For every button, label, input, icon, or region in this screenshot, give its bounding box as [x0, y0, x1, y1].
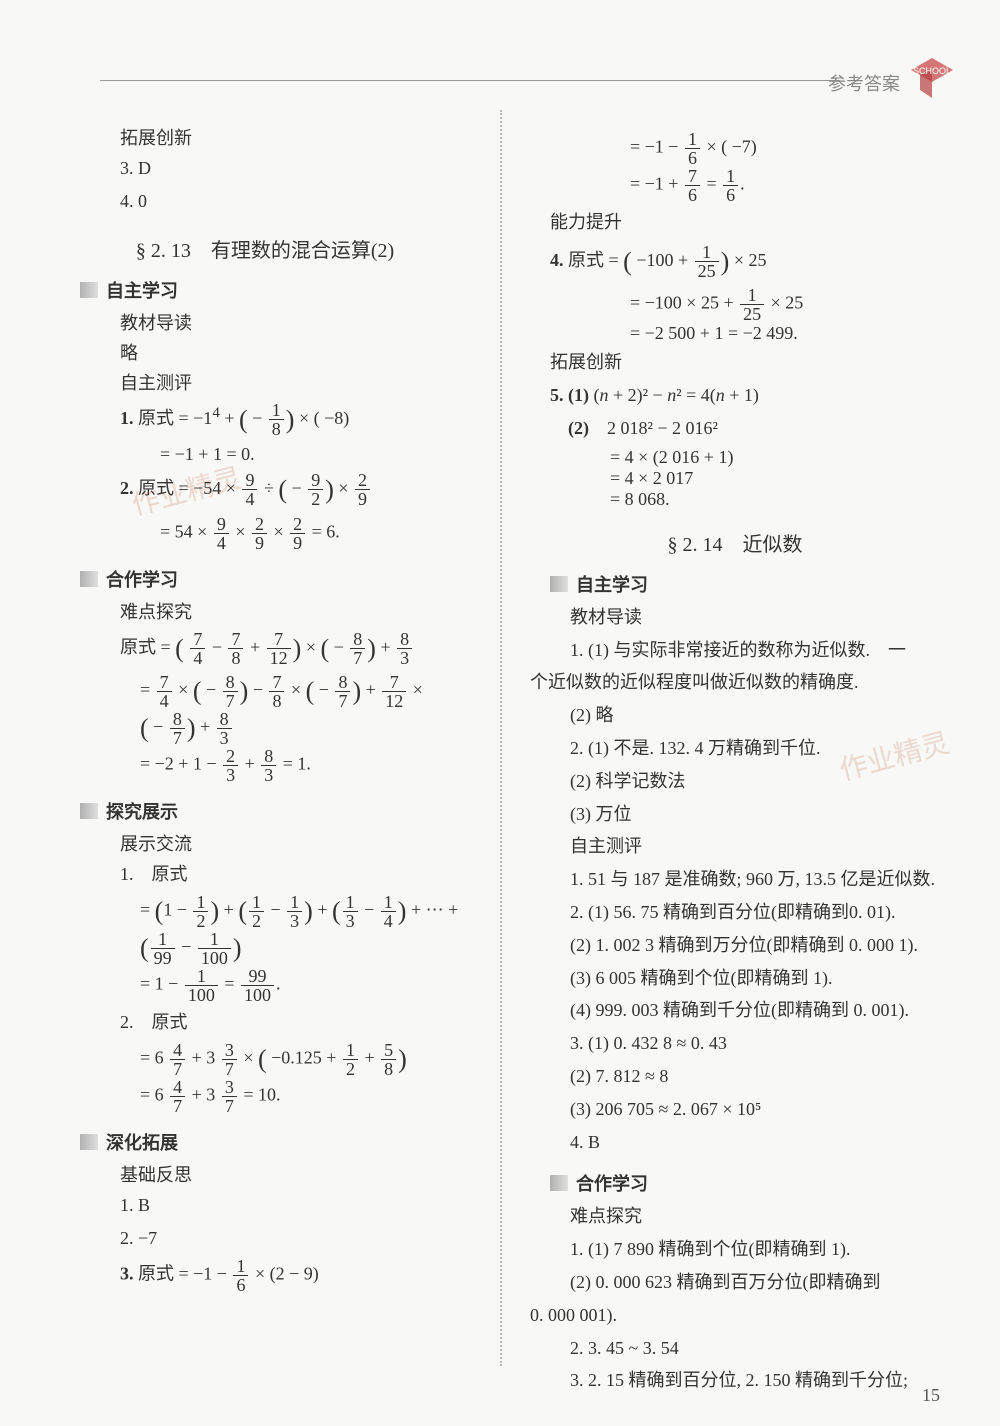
- subhead: 展示交流: [120, 830, 490, 856]
- answer-line: 3. D: [120, 154, 490, 183]
- subhead: 基础反思: [120, 1161, 490, 1187]
- section-label: 探究展示: [106, 798, 178, 824]
- math-line: = −2 500 + 1 = −2 499.: [630, 323, 960, 344]
- section-label: 合作学习: [106, 566, 178, 592]
- math-line: (199 − 1100): [140, 930, 490, 967]
- text-line: 2. (1) 不是. 132. 4 万精确到千位.: [570, 734, 960, 763]
- subhead: 自主测评: [120, 369, 490, 395]
- text-line: (3) 万位: [570, 800, 960, 829]
- math-line: = −1 + 76 = 16.: [630, 167, 960, 204]
- section-head: 合作学习: [550, 1170, 960, 1196]
- section-bar-icon: [80, 803, 98, 819]
- text-line: 3. 2. 15 精确到百分位, 2. 150 精确到千分位;: [570, 1366, 960, 1395]
- text-line: 4. B: [570, 1128, 960, 1157]
- section-bar-icon: [80, 571, 98, 587]
- math-line: = 8 068.: [610, 489, 960, 510]
- page-number: 15: [922, 1385, 940, 1406]
- math-line: (2) 2 018² − 2 016²: [550, 414, 960, 443]
- section-bar-icon: [80, 282, 98, 298]
- math-line: 原式 = ( 74 − 78 + 712) × ( − 87) + 83: [120, 628, 490, 670]
- school-badge-icon: SCHOOL: [905, 50, 960, 105]
- subhead: 难点探究: [120, 598, 490, 624]
- section-label: 深化拓展: [106, 1129, 178, 1155]
- subhead: 能力提升: [550, 208, 960, 237]
- left-column: 拓展创新 3. D 4. 0 § 2. 13 有理数的混合运算(2) 自主学习 …: [40, 120, 490, 1399]
- section-label: 自主学习: [576, 571, 648, 597]
- section-head: 合作学习: [80, 566, 490, 592]
- math-line: ( − 87) + 83: [140, 710, 490, 747]
- math-line: 1. 原式: [120, 860, 490, 889]
- math-line: = −2 + 1 − 23 + 83 = 1.: [140, 747, 490, 784]
- text-line: 0. 000 001).: [530, 1301, 960, 1330]
- text-line: 个近似数的近似程度叫做近似数的精确度.: [530, 668, 960, 697]
- text-line: 2. 3. 45 ~ 3. 54: [570, 1334, 960, 1363]
- section-title: § 2. 14 近似数: [510, 528, 960, 557]
- math-line: 2. 原式 = −54 × 94 ÷ ( − 92) × 29: [120, 469, 490, 511]
- text-line: 3. (1) 0. 432 8 ≈ 0. 43: [570, 1029, 960, 1058]
- subhead: 难点探究: [570, 1202, 960, 1231]
- subhead: 教材导读: [120, 309, 490, 335]
- text-line: 2. (1) 56. 75 精确到百分位(即精确到0. 01).: [570, 898, 960, 927]
- math-line: 2. 原式: [120, 1008, 490, 1037]
- section-title: § 2. 13 有理数的混合运算(2): [40, 234, 490, 263]
- text-line: (2) 1. 002 3 精确到万分位(即精确到 0. 000 1).: [570, 931, 960, 960]
- right-column: = −1 − 16 × ( −7) = −1 + 76 = 16. 能力提升 4…: [510, 120, 960, 1399]
- subhead: 拓展创新: [550, 348, 960, 377]
- text-line: 1. (1) 与实际非常接近的数称为近似数. 一: [570, 636, 960, 665]
- math-line: = −1 + 1 = 0.: [160, 444, 490, 465]
- svg-text:SCHOOL: SCHOOL: [913, 66, 951, 76]
- section-label: 自主学习: [106, 277, 178, 303]
- math-line: 5. (1) (n + 2)² − n² = 4(n + 1): [550, 381, 960, 410]
- math-line: = −1 − 16 × ( −7): [630, 130, 960, 167]
- column-divider: [500, 110, 502, 1366]
- section-head: 自主学习: [80, 277, 490, 303]
- math-line: = 4 × (2 016 + 1): [610, 447, 960, 468]
- section-bar-icon: [80, 1134, 98, 1150]
- section-label: 合作学习: [576, 1170, 648, 1196]
- text-line: 1. (1) 7 890 精确到个位(即精确到 1).: [570, 1235, 960, 1264]
- text-line: (2) 7. 812 ≈ 8: [570, 1062, 960, 1091]
- text-line: (2) 略: [570, 701, 960, 730]
- math-line: = 4 × 2 017: [610, 468, 960, 489]
- section-head: 自主学习: [550, 571, 960, 597]
- text-line: (2) 科学记数法: [570, 767, 960, 796]
- math-line: = 74 × ( − 87) − 78 × ( − 87) + 712 ×: [140, 673, 490, 710]
- subhead: 拓展创新: [120, 124, 490, 150]
- text-line: (2) 0. 000 623 精确到百万分位(即精确到: [570, 1268, 960, 1297]
- subhead: 教材导读: [570, 603, 960, 632]
- math-line: 1. 原式 = −14 + ( − 18) × ( −8): [120, 399, 490, 441]
- math-line: = (1 − 12) + (12 − 13) + (13 − 14) + ⋯ +: [140, 893, 490, 930]
- math-line: 3. 原式 = −1 − 16 × (2 − 9): [120, 1257, 490, 1294]
- math-line: 4. 原式 = ( −100 + 125) × 25: [550, 241, 960, 283]
- text-line: 1. 51 与 187 是准确数; 960 万, 13.5 亿是近似数.: [570, 865, 960, 894]
- section-bar-icon: [550, 576, 568, 592]
- math-line: = 54 × 94 × 29 × 29 = 6.: [160, 515, 490, 552]
- answer-line: 2. −7: [120, 1224, 490, 1253]
- section-head: 探究展示: [80, 798, 490, 824]
- header-label: 参考答案: [828, 70, 900, 96]
- header-rule: [100, 80, 840, 81]
- section-bar-icon: [550, 1175, 568, 1191]
- section-head: 深化拓展: [80, 1129, 490, 1155]
- math-line: = 6 47 + 3 37 = 10.: [140, 1078, 490, 1115]
- text-line: 略: [120, 339, 490, 365]
- subhead: 自主测评: [570, 832, 960, 861]
- text-line: (3) 206 705 ≈ 2. 067 × 10⁵: [570, 1095, 960, 1124]
- math-line: = 6 47 + 3 37 × ( −0.125 + 12 + 58): [140, 1041, 490, 1078]
- text-line: (4) 999. 003 精确到千分位(即精确到 0. 001).: [570, 996, 960, 1025]
- page-header: 参考答案 SCHOOL: [40, 40, 960, 110]
- math-line: = 1 − 1100 = 99100.: [140, 967, 490, 1004]
- answer-line: 4. 0: [120, 187, 490, 216]
- text-line: (3) 6 005 精确到个位(即精确到 1).: [570, 964, 960, 993]
- answer-line: 1. B: [120, 1191, 490, 1220]
- math-line: = −100 × 25 + 125 × 25: [630, 286, 960, 323]
